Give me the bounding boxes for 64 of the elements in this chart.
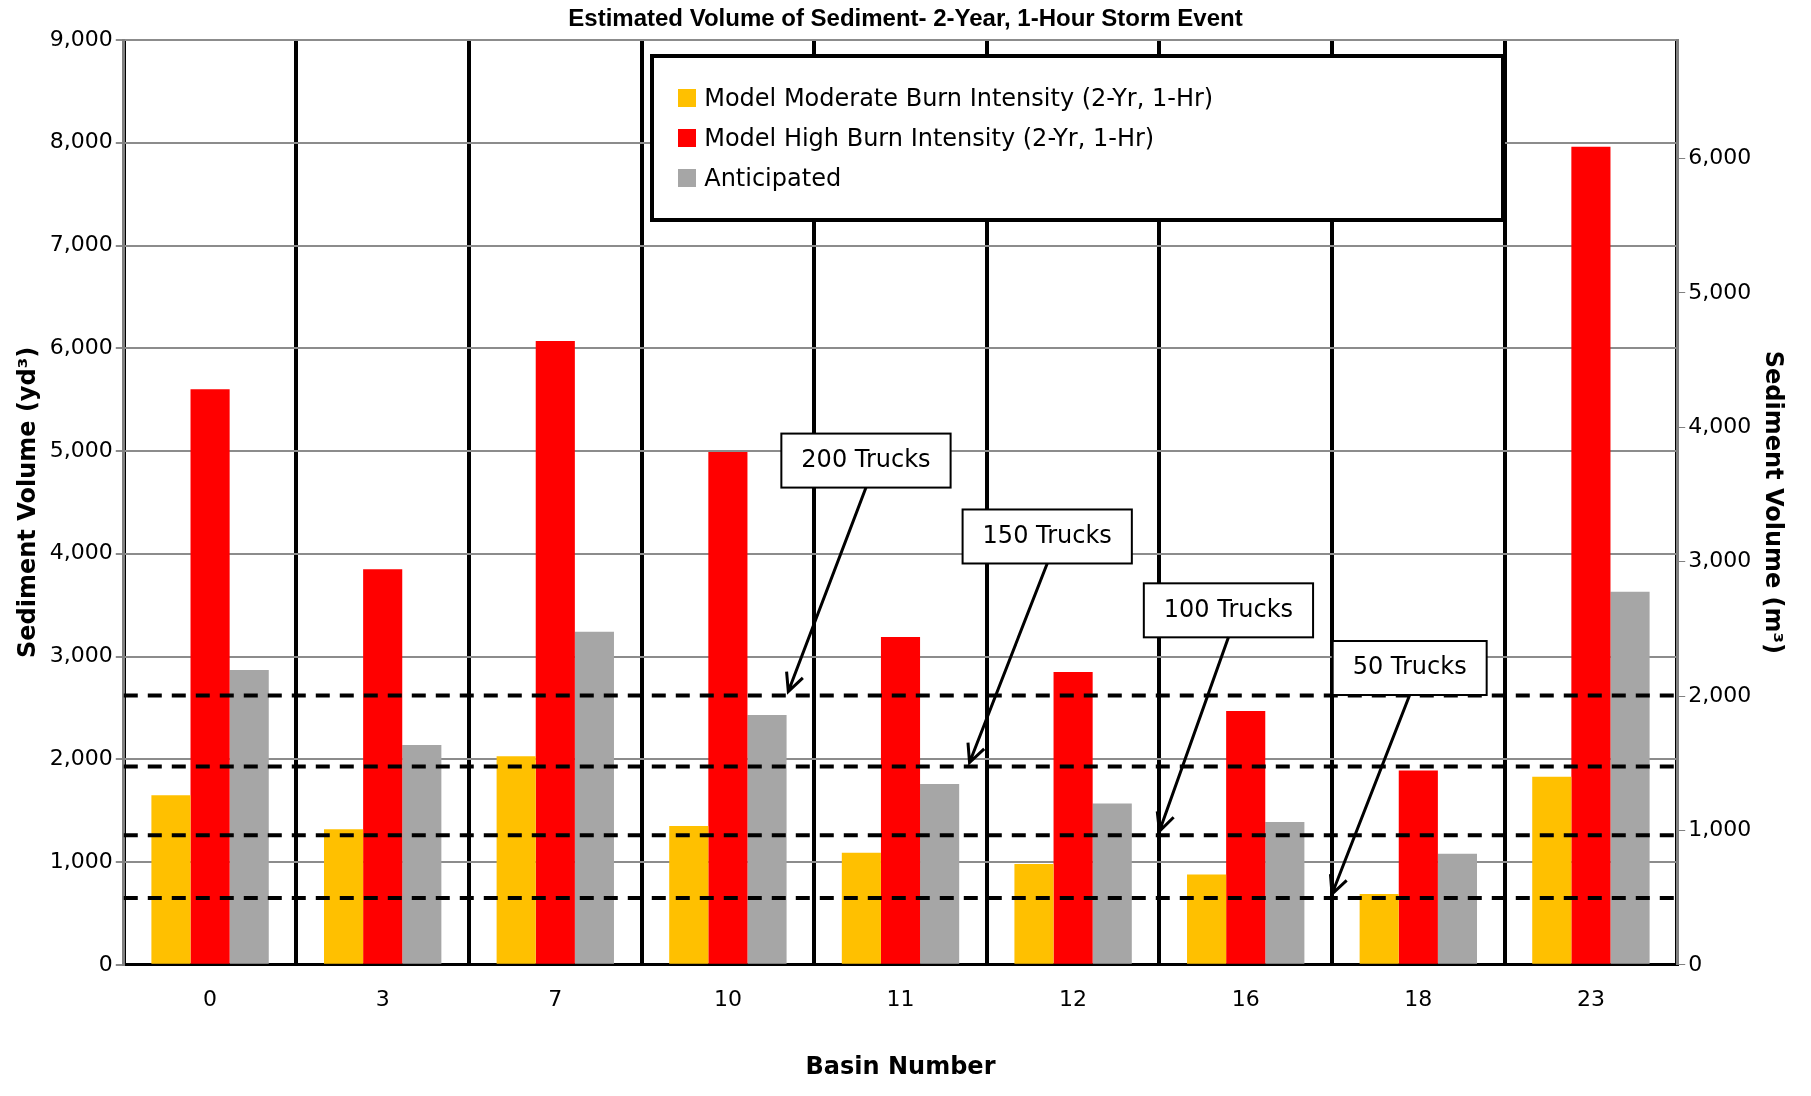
y-tick-label: 2,000 [49, 745, 113, 771]
bar [1571, 146, 1611, 964]
bar [151, 795, 191, 964]
bar [229, 669, 269, 964]
y2-tick-label: 4,000 [1688, 412, 1752, 438]
bar [1092, 803, 1132, 964]
x-tick-label: 7 [548, 985, 563, 1011]
bar [920, 783, 960, 964]
x-tick-label: 0 [203, 985, 218, 1011]
y-axis-title: Sediment Volume (yd³) [12, 346, 41, 658]
bar [1014, 864, 1054, 964]
x-tick-label: 23 [1576, 985, 1605, 1011]
ref-line-label: 50 Trucks [1352, 652, 1467, 681]
y-tick-label: 4,000 [49, 539, 113, 565]
bar [747, 715, 787, 964]
y-tick-label: 7,000 [49, 231, 113, 257]
bar [1226, 710, 1266, 964]
ref-line-label: 200 Trucks [801, 444, 931, 473]
legend-label: Model Moderate Burn Intensity (2-Yr, 1-Hr) [704, 84, 1214, 112]
bar [496, 756, 536, 964]
x-axis-title: Basin Number [805, 1051, 996, 1080]
y-tick-label: 0 [98, 950, 113, 976]
y-tick-label: 6,000 [49, 333, 113, 359]
bar [190, 389, 230, 964]
y-tick-label: 1,000 [49, 847, 113, 873]
bar [324, 829, 364, 964]
bar [708, 452, 748, 964]
x-tick-label: 3 [375, 985, 390, 1011]
x-tick-label: 11 [886, 985, 915, 1011]
ref-line-label: 150 Trucks [982, 520, 1112, 549]
y2-axis-title: Sediment Volume (m³) [1760, 350, 1789, 655]
bar [1187, 874, 1227, 964]
y2-tick-label: 0 [1688, 950, 1703, 976]
x-tick-label: 12 [1059, 985, 1088, 1011]
bar [1359, 893, 1399, 964]
bar [1532, 776, 1572, 964]
bar [574, 631, 614, 964]
y-tick-label: 3,000 [49, 642, 113, 668]
y2-tick-label: 3,000 [1688, 547, 1752, 573]
y-tick-label: 9,000 [49, 25, 113, 51]
bar [880, 637, 921, 964]
legend-label: Model High Burn Intensity (2-Yr, 1-Hr) [704, 124, 1155, 152]
bar [1398, 770, 1438, 964]
x-tick-label: 16 [1231, 985, 1260, 1011]
y2-tick-label: 2,000 [1688, 681, 1752, 707]
y2-tick-label: 6,000 [1688, 144, 1752, 170]
y-tick-label: 8,000 [49, 128, 113, 154]
legend-label: Anticipated [704, 164, 842, 192]
bar [363, 569, 403, 964]
bar [669, 826, 709, 964]
bar [1437, 853, 1477, 964]
x-tick-label: 10 [713, 985, 742, 1011]
bar [1053, 671, 1093, 964]
chart-title: Estimated Volume of Sediment- 2-Year, 1-Hour Storm Event [568, 4, 1243, 31]
bar [1610, 591, 1650, 964]
bar [841, 852, 881, 964]
bar [1265, 821, 1305, 964]
bar [535, 341, 575, 964]
bar [402, 744, 442, 964]
y-tick-label: 5,000 [49, 436, 113, 462]
x-tick-label: 18 [1404, 985, 1433, 1011]
y2-tick-label: 5,000 [1688, 278, 1752, 304]
ref-line-label: 100 Trucks [1163, 594, 1294, 623]
y2-tick-label: 1,000 [1688, 816, 1752, 842]
